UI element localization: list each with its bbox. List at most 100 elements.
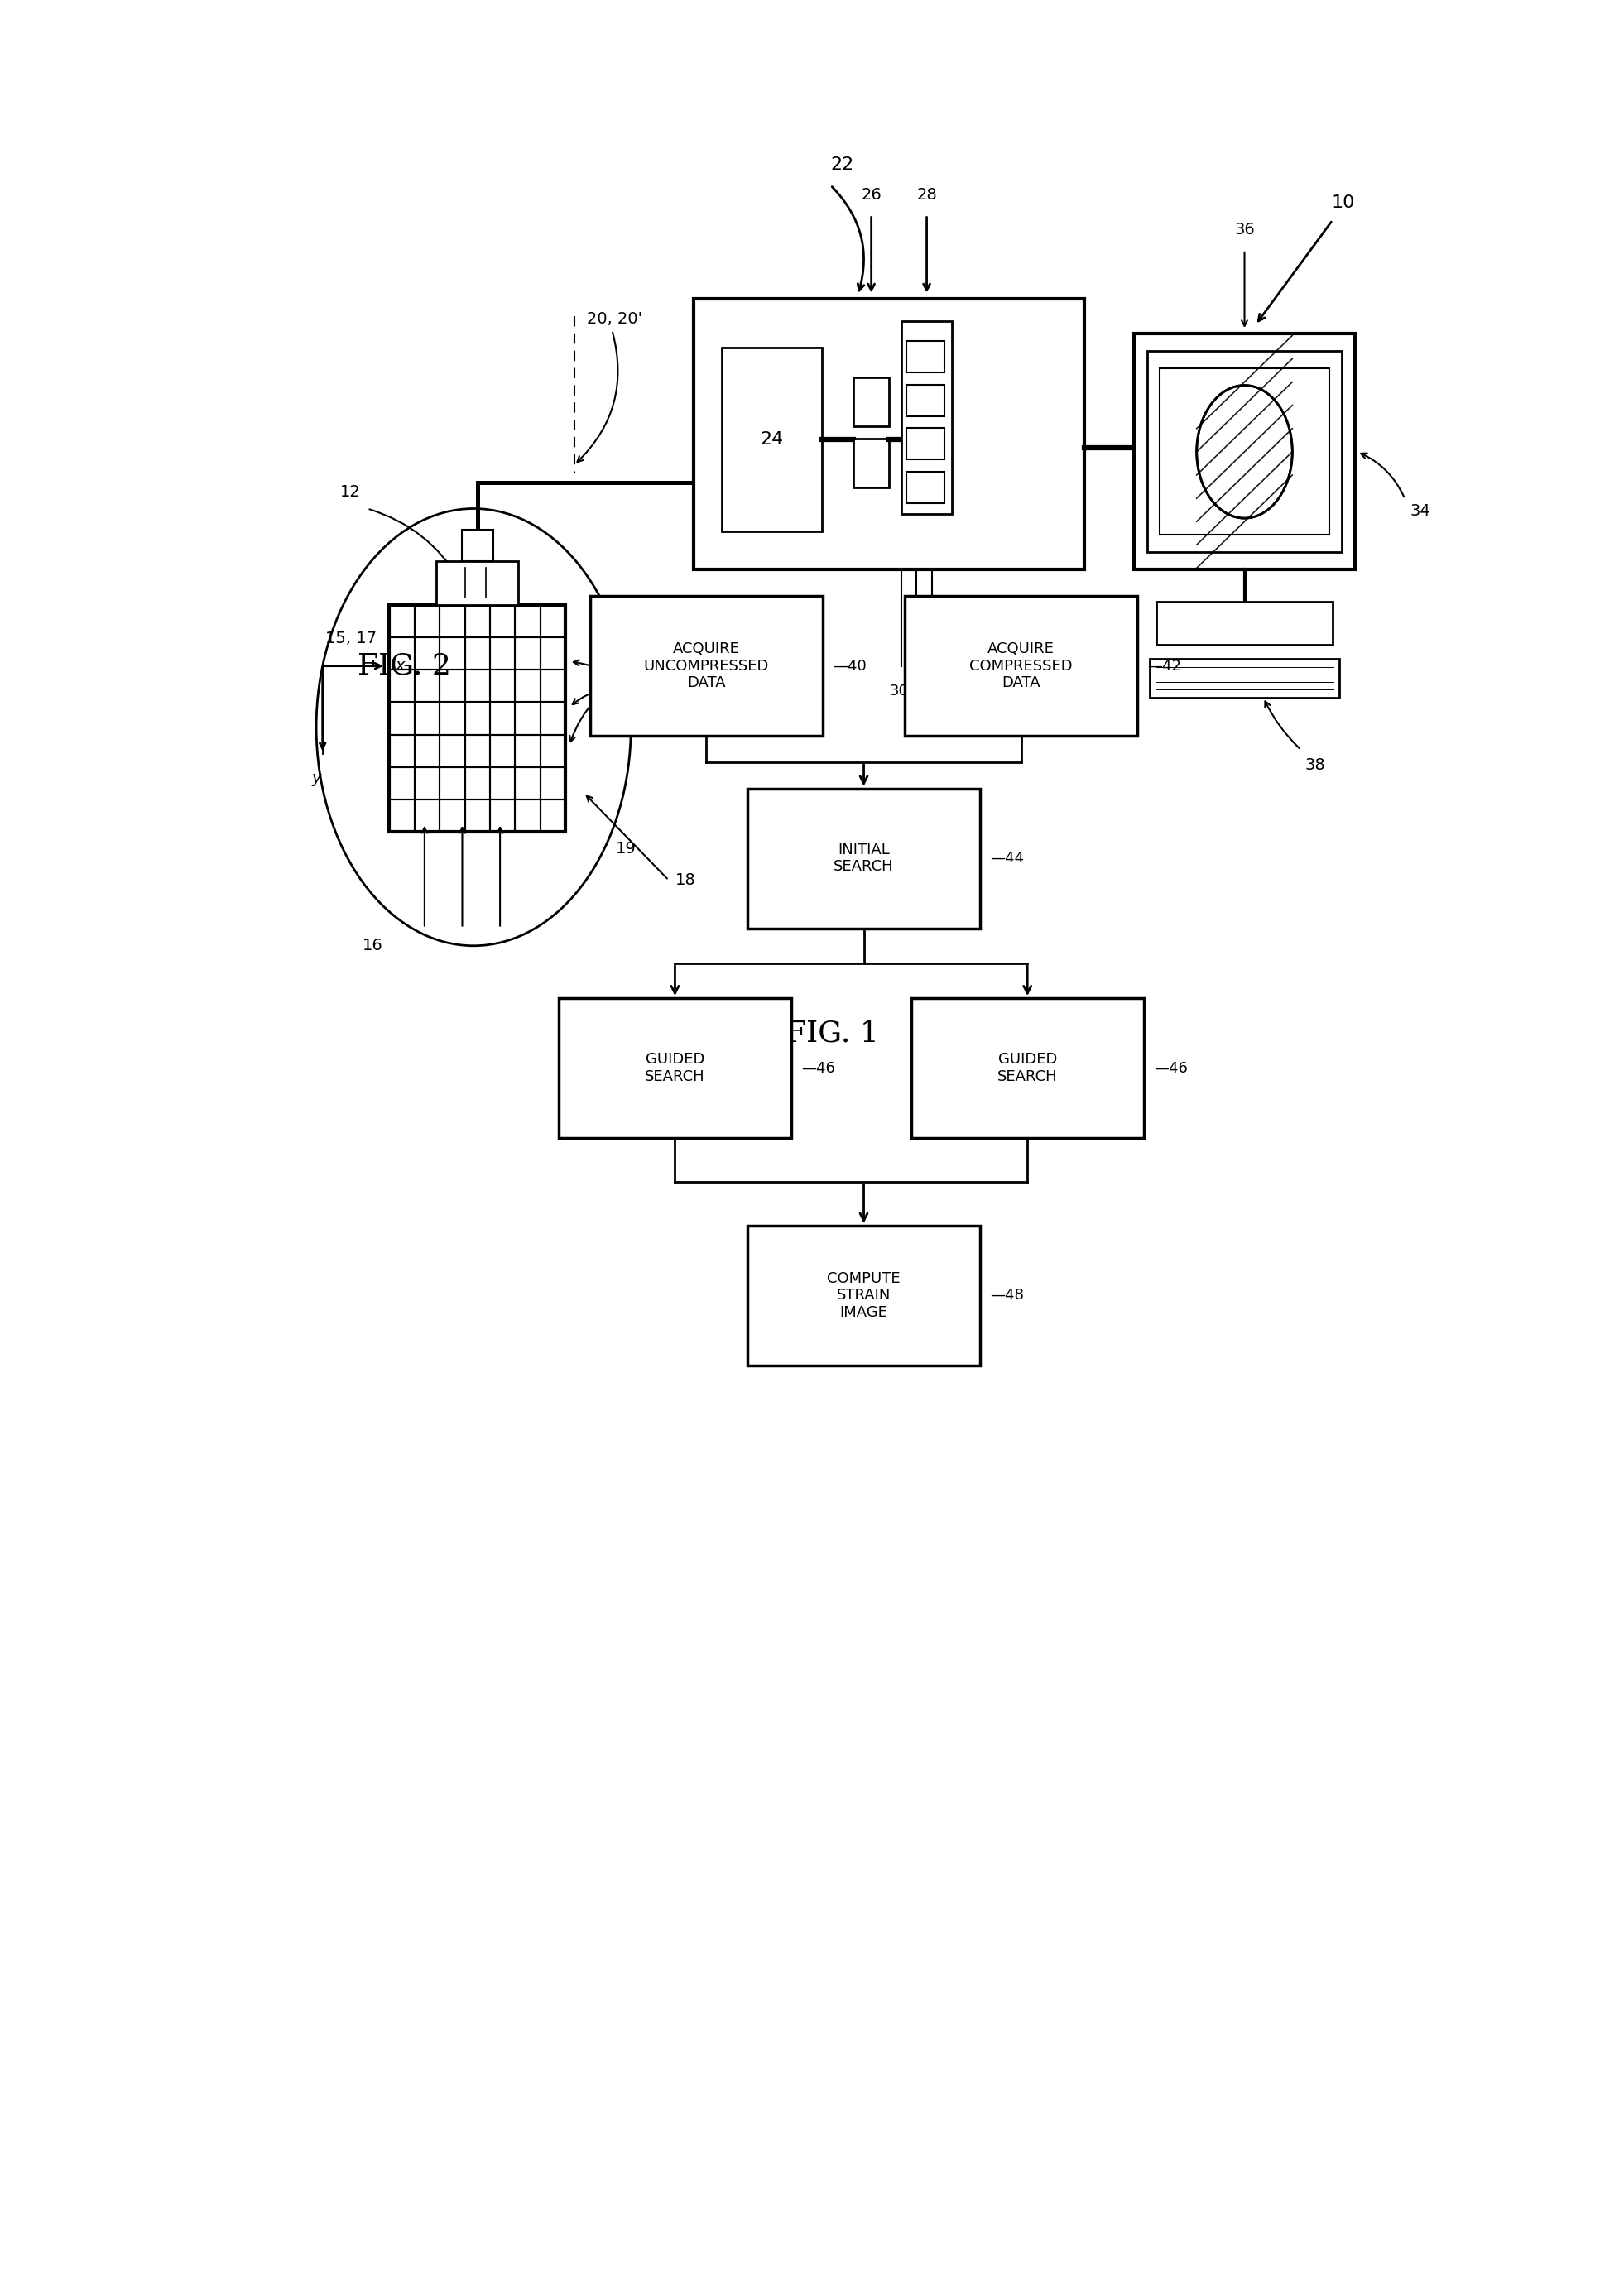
Text: FIG. 1: FIG. 1 xyxy=(786,1020,879,1047)
Bar xyxy=(464,768,490,799)
Bar xyxy=(490,799,515,831)
Bar xyxy=(541,799,565,831)
Text: FIG. 2: FIG. 2 xyxy=(357,652,451,679)
Bar xyxy=(1156,602,1333,645)
Text: —42: —42 xyxy=(1148,659,1182,674)
Bar xyxy=(440,799,464,831)
Bar xyxy=(490,638,515,670)
Text: y: y xyxy=(312,770,322,786)
Bar xyxy=(390,736,414,768)
Text: 38: 38 xyxy=(1306,756,1325,772)
Bar xyxy=(901,322,952,513)
Bar xyxy=(440,736,464,768)
Bar xyxy=(515,736,541,768)
Bar xyxy=(464,604,490,638)
Text: ACQUIRE
COMPRESSED
DATA: ACQUIRE COMPRESSED DATA xyxy=(970,640,1073,690)
Text: 22: 22 xyxy=(830,157,854,173)
Text: 34: 34 xyxy=(1410,502,1431,518)
Text: —44: —44 xyxy=(991,852,1025,865)
Bar xyxy=(515,799,541,831)
Text: 16: 16 xyxy=(362,938,383,954)
Text: 36: 36 xyxy=(1234,223,1255,238)
Bar xyxy=(1147,352,1341,552)
Bar xyxy=(541,702,565,736)
Bar xyxy=(437,561,518,604)
Bar xyxy=(541,670,565,702)
Bar xyxy=(590,595,823,736)
Text: —46: —46 xyxy=(1155,1061,1187,1076)
Text: 20, 20': 20, 20' xyxy=(586,311,643,327)
Bar xyxy=(414,604,440,638)
Text: 12: 12 xyxy=(341,484,361,500)
Bar xyxy=(390,799,414,831)
Bar xyxy=(464,736,490,768)
Bar xyxy=(541,736,565,768)
Text: 14: 14 xyxy=(645,722,666,738)
Bar xyxy=(1150,659,1338,697)
Bar xyxy=(414,768,440,799)
Bar xyxy=(440,702,464,736)
Bar xyxy=(906,472,944,504)
Bar xyxy=(414,736,440,768)
Text: 24: 24 xyxy=(760,431,783,447)
Bar xyxy=(490,702,515,736)
Bar xyxy=(541,638,565,670)
Text: 26: 26 xyxy=(861,186,882,202)
Text: 10: 10 xyxy=(1332,195,1356,211)
Bar xyxy=(414,670,440,702)
Text: 19: 19 xyxy=(615,840,637,856)
Text: 28: 28 xyxy=(916,186,937,202)
Bar xyxy=(390,702,414,736)
Bar xyxy=(854,438,888,488)
Bar xyxy=(515,670,541,702)
Bar xyxy=(854,377,888,427)
Bar xyxy=(1134,334,1354,570)
Bar xyxy=(515,702,541,736)
Bar xyxy=(414,702,440,736)
Bar xyxy=(490,768,515,799)
Bar xyxy=(414,638,440,670)
Text: 18: 18 xyxy=(676,872,695,888)
Bar xyxy=(414,799,440,831)
Text: —40: —40 xyxy=(833,659,867,674)
Bar xyxy=(559,999,791,1138)
Bar xyxy=(464,702,490,736)
Bar xyxy=(721,347,822,531)
Bar xyxy=(440,638,464,670)
Bar xyxy=(440,670,464,702)
Bar xyxy=(390,768,414,799)
Bar xyxy=(747,1226,981,1365)
Bar xyxy=(906,341,944,372)
Bar xyxy=(515,768,541,799)
Bar xyxy=(905,595,1137,736)
Bar xyxy=(464,799,490,831)
Bar xyxy=(693,300,1085,570)
Bar xyxy=(461,529,494,561)
Bar xyxy=(1160,368,1330,536)
Text: 30: 30 xyxy=(890,684,908,699)
Text: 15, 17: 15, 17 xyxy=(325,631,377,647)
Text: 32': 32' xyxy=(924,684,947,699)
Text: COMPUTE
STRAIN
IMAGE: COMPUTE STRAIN IMAGE xyxy=(827,1272,900,1319)
Bar xyxy=(515,604,541,638)
Bar xyxy=(906,429,944,459)
Bar xyxy=(541,604,565,638)
Bar xyxy=(490,604,515,638)
Bar xyxy=(390,670,414,702)
Bar xyxy=(747,788,981,929)
Text: INITIAL
SEARCH: INITIAL SEARCH xyxy=(833,843,893,874)
Text: GUIDED
SEARCH: GUIDED SEARCH xyxy=(997,1051,1057,1083)
Bar xyxy=(464,670,490,702)
Text: —48: —48 xyxy=(991,1288,1025,1304)
Text: 32: 32 xyxy=(908,684,927,699)
Bar xyxy=(490,736,515,768)
Bar xyxy=(390,604,414,638)
Bar xyxy=(390,604,565,831)
Bar xyxy=(390,638,414,670)
Bar xyxy=(464,638,490,670)
Bar xyxy=(490,670,515,702)
Bar xyxy=(515,638,541,670)
Text: ACQUIRE
UNCOMPRESSED
DATA: ACQUIRE UNCOMPRESSED DATA xyxy=(643,640,770,690)
Text: —46: —46 xyxy=(802,1061,835,1076)
Bar xyxy=(911,999,1143,1138)
